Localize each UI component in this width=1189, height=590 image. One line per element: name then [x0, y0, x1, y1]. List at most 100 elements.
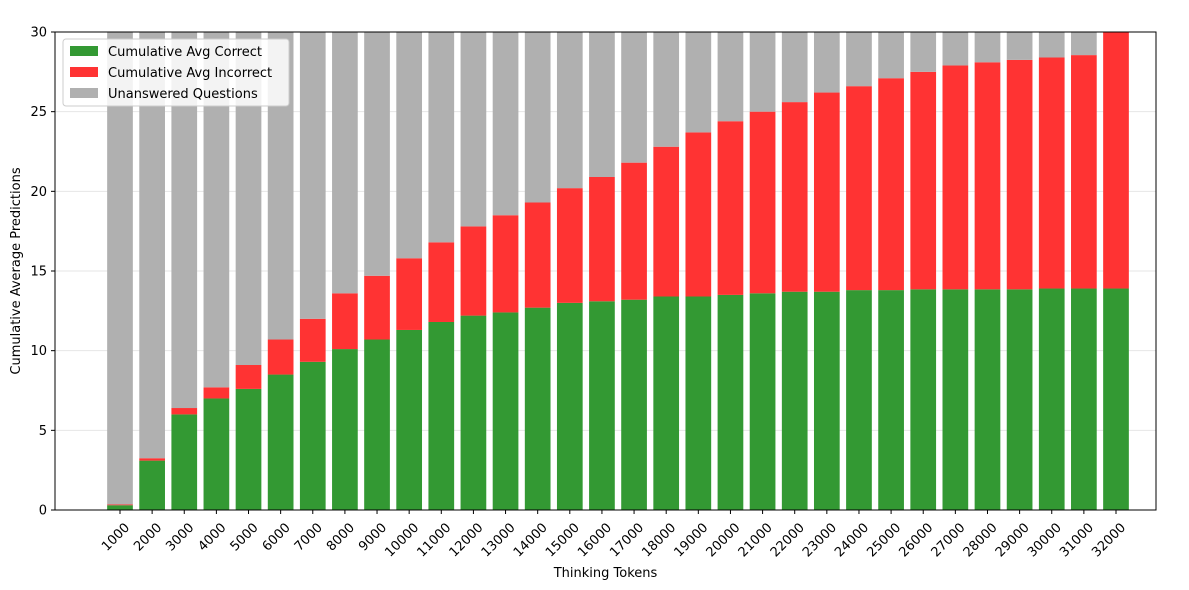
x-tick-label-8000: 8000 [324, 520, 358, 554]
bar-cumulative-avg-incorrect-13000 [492, 215, 519, 313]
x-tick-label-5000: 5000 [228, 520, 262, 554]
bar-cumulative-avg-incorrect-21000 [749, 111, 776, 294]
bar-cumulative-avg-correct-5000 [235, 388, 262, 510]
x-tick-label-16000: 16000 [575, 520, 615, 560]
bar-unanswered-questions-9000 [364, 32, 390, 276]
bar-cumulative-avg-correct-15000 [556, 302, 583, 510]
bar-cumulative-avg-correct-9000 [364, 339, 390, 510]
x-tick-label-2000: 2000 [131, 520, 165, 554]
bar-cumulative-avg-correct-24000 [846, 290, 872, 510]
bar-unanswered-questions-31000 [1071, 32, 1097, 56]
x-tick-label-17000: 17000 [607, 520, 647, 560]
bar-cumulative-avg-incorrect-31000 [1071, 55, 1097, 289]
bar-unanswered-questions-1000 [107, 32, 133, 505]
bar-unanswered-questions-17000 [621, 32, 647, 163]
x-tick-label-1000: 1000 [99, 520, 133, 554]
y-tick-label-30: 30 [30, 26, 47, 41]
bar-unanswered-questions-10000 [396, 32, 423, 259]
x-axis-label: Thinking Tokens [553, 566, 658, 581]
x-tick-label-28000: 28000 [961, 520, 1001, 560]
bar-cumulative-avg-correct-1000 [107, 505, 133, 510]
bar-unanswered-questions-14000 [524, 32, 551, 203]
bar-cumulative-avg-incorrect-32000 [1103, 32, 1129, 289]
bar-unanswered-questions-29000 [1006, 32, 1033, 60]
bar-cumulative-avg-correct-14000 [524, 307, 551, 510]
bar-cumulative-avg-correct-27000 [942, 289, 969, 510]
x-tick-label-15000: 15000 [543, 520, 583, 560]
bar-cumulative-avg-incorrect-12000 [460, 226, 487, 316]
bar-cumulative-avg-correct-10000 [396, 329, 423, 510]
bar-cumulative-avg-correct-20000 [717, 294, 744, 510]
bar-unanswered-questions-11000 [428, 32, 455, 243]
bar-cumulative-avg-incorrect-7000 [299, 318, 326, 362]
x-tick-label-19000: 19000 [672, 520, 712, 560]
bar-unanswered-questions-15000 [556, 32, 583, 189]
bar-cumulative-avg-incorrect-24000 [846, 86, 872, 291]
x-tick-label-12000: 12000 [447, 520, 487, 560]
x-tick-label-10000: 10000 [382, 520, 422, 560]
bar-cumulative-avg-correct-18000 [653, 296, 680, 510]
bar-cumulative-avg-incorrect-30000 [1038, 57, 1065, 289]
bar-unanswered-questions-13000 [492, 32, 519, 216]
bar-cumulative-avg-incorrect-3000 [171, 408, 198, 415]
bar-cumulative-avg-incorrect-4000 [203, 387, 230, 399]
bar-cumulative-avg-correct-30000 [1038, 288, 1065, 510]
bar-cumulative-avg-incorrect-1000 [107, 504, 133, 506]
y-tick-label-10: 10 [30, 344, 47, 359]
bar-cumulative-avg-correct-11000 [428, 321, 455, 510]
bar-cumulative-avg-correct-28000 [974, 289, 1001, 510]
bar-cumulative-avg-incorrect-27000 [942, 65, 969, 290]
bar-cumulative-avg-correct-7000 [299, 361, 326, 510]
bar-cumulative-avg-correct-17000 [621, 299, 647, 510]
y-tick-label-25: 25 [30, 105, 47, 120]
bar-cumulative-avg-incorrect-6000 [267, 339, 294, 375]
y-axis-label: Cumulative Average Predictions [9, 167, 24, 374]
x-tick-label-18000: 18000 [639, 520, 679, 560]
bar-cumulative-avg-incorrect-20000 [717, 121, 744, 295]
bars-layer [107, 32, 1129, 510]
y-tick-label-5: 5 [39, 424, 47, 439]
x-tick-label-30000: 30000 [1025, 520, 1065, 560]
bar-unanswered-questions-7000 [299, 32, 326, 319]
bar-unanswered-questions-20000 [717, 32, 744, 122]
bar-cumulative-avg-incorrect-2000 [139, 458, 165, 461]
legend: Cumulative Avg Correct Cumulative Avg Inc… [62, 38, 290, 107]
bar-unanswered-questions-8000 [332, 32, 358, 294]
legend-box [62, 38, 290, 107]
bar-cumulative-avg-incorrect-17000 [621, 162, 647, 300]
bar-unanswered-questions-27000 [942, 32, 969, 66]
x-tick-label-13000: 13000 [479, 520, 519, 560]
x-tick-label-25000: 25000 [864, 520, 904, 560]
legend-label-cumulative-avg-incorrect: Cumulative Avg Incorrect [108, 66, 272, 81]
bar-unanswered-questions-30000 [1038, 32, 1065, 58]
x-tick-label-21000: 21000 [736, 520, 776, 560]
bar-cumulative-avg-correct-29000 [1006, 289, 1033, 510]
bar-cumulative-avg-correct-19000 [685, 296, 712, 510]
x-tick-label-4000: 4000 [195, 520, 229, 554]
x-tick-label-6000: 6000 [260, 520, 294, 554]
y-tick-label-0: 0 [39, 504, 47, 519]
legend-label-cumulative-avg-correct: Cumulative Avg Correct [108, 45, 262, 60]
bar-cumulative-avg-correct-3000 [171, 414, 198, 510]
bar-cumulative-avg-correct-25000 [878, 290, 904, 510]
x-tick-label-11000: 11000 [414, 520, 454, 560]
bar-cumulative-avg-incorrect-26000 [910, 71, 937, 290]
x-tick-label-31000: 31000 [1057, 520, 1097, 560]
bar-cumulative-avg-correct-32000 [1103, 288, 1129, 510]
bar-unanswered-questions-23000 [813, 32, 840, 93]
bar-cumulative-avg-correct-26000 [910, 289, 937, 510]
bar-cumulative-avg-incorrect-16000 [589, 176, 615, 302]
bar-unanswered-questions-12000 [460, 32, 487, 227]
bar-cumulative-avg-incorrect-25000 [878, 78, 904, 291]
bar-cumulative-avg-incorrect-10000 [396, 258, 423, 330]
bar-cumulative-avg-correct-23000 [813, 291, 840, 510]
x-tick-label-32000: 32000 [1089, 520, 1129, 560]
bar-cumulative-avg-correct-16000 [589, 301, 615, 510]
bar-unanswered-questions-18000 [653, 32, 680, 147]
bar-unanswered-questions-21000 [749, 32, 776, 112]
bar-cumulative-avg-incorrect-11000 [428, 242, 455, 322]
bar-cumulative-avg-correct-6000 [267, 374, 294, 510]
y-tick-label-15: 15 [30, 265, 47, 280]
